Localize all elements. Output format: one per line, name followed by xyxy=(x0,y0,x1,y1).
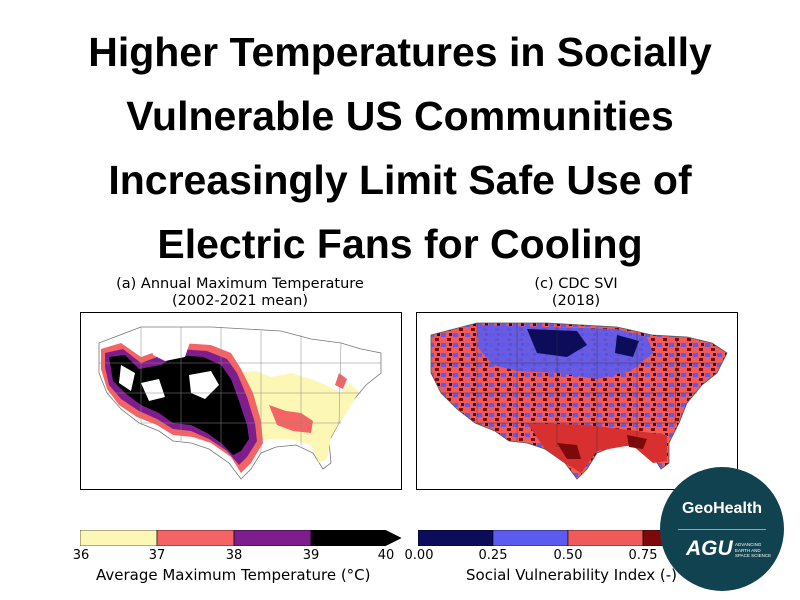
badge-divider xyxy=(678,529,766,530)
colorbar-c-swatch-3 xyxy=(567,529,644,547)
colorbar-a-label: Average Maximum Temperature (°C) xyxy=(96,566,371,584)
svi-map xyxy=(416,312,738,490)
colorbar-a-tick: 40 xyxy=(377,548,395,563)
colorbar-a-swatch-1 xyxy=(79,529,158,547)
agu-logo: AGU xyxy=(686,537,733,560)
temperature-map-svg xyxy=(98,326,382,480)
title-line: Higher Temperatures in Socially xyxy=(88,29,712,75)
title-line: Increasingly Limit Safe Use of xyxy=(108,157,692,203)
panel-c-title-line1: (c) CDC SVI xyxy=(534,276,618,292)
page-title: Higher Temperatures in Socially Vulnerab… xyxy=(0,20,800,276)
colorbar-c-label: Social Vulnerability Index (-) xyxy=(466,566,677,584)
colorbar-c-swatch-1 xyxy=(417,529,494,547)
colorbar-a-tick: 39 xyxy=(302,548,320,563)
svi-map-svg xyxy=(430,322,728,480)
panel-a-title: (a) Annual Maximum Temperature (2002-202… xyxy=(80,276,400,310)
svi-lowest-north xyxy=(527,329,639,357)
temperature-map xyxy=(80,312,402,490)
panel-c-title-line2: (2018) xyxy=(551,293,601,309)
title-line: Vulnerable US Communities xyxy=(126,93,674,139)
svi-highest-south xyxy=(557,435,647,459)
colorbar-a-swatch-2 xyxy=(156,529,235,547)
journal-name: GeoHealth xyxy=(681,500,762,517)
temperature-colorbar-svg xyxy=(79,529,402,547)
title-line: Electric Fans for Cooling xyxy=(157,221,643,267)
zone-37-38-ne xyxy=(335,373,347,389)
panel-c-title: (c) CDC SVI (2018) xyxy=(416,276,736,310)
colorbar-a-swatch-3 xyxy=(233,529,312,547)
geohealth-badge: GeoHealth AGU ADVANCING EARTH AND SPACE … xyxy=(660,467,784,591)
colorbar-c-swatch-2 xyxy=(492,529,569,547)
state-lines xyxy=(99,327,381,453)
colorbar-c-tick: 0.75 xyxy=(628,548,658,563)
colorbar-c-tick: 0.50 xyxy=(553,548,583,563)
state-lines-svi xyxy=(431,323,717,453)
zone-37-38-east xyxy=(269,405,313,433)
colorbar-c-tick: 0.00 xyxy=(404,548,434,563)
temperature-colorbar xyxy=(79,529,402,547)
colorbar-a-swatch-4-arrow xyxy=(310,529,402,547)
panel-a-title-line1: (a) Annual Maximum Temperature xyxy=(116,276,364,292)
colorbar-a-tick: 38 xyxy=(225,548,243,563)
colorbar-a-tick: 37 xyxy=(148,548,166,563)
colorbar-c-tick: 0.25 xyxy=(478,548,508,563)
panel-a-title-line2: (2002-2021 mean) xyxy=(171,293,309,309)
colorbar-a-tick: 36 xyxy=(72,548,90,563)
agu-tagline: ADVANCING EARTH AND SPACE SCIENCE xyxy=(735,542,772,558)
cool-mountains xyxy=(119,335,219,401)
